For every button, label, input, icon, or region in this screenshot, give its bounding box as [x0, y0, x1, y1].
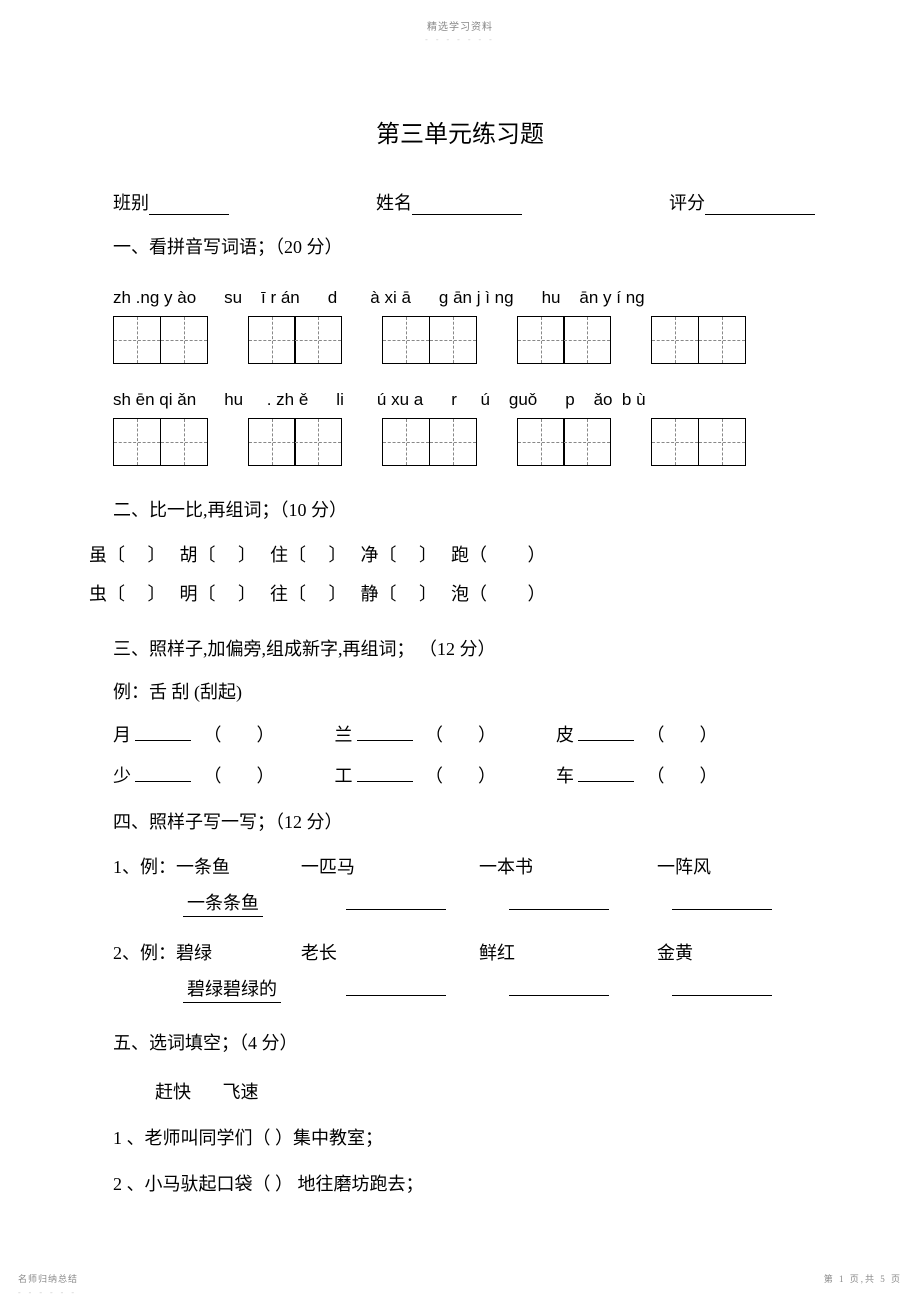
- pinyin: su ī r án: [224, 288, 300, 308]
- boxes-row-1: [85, 316, 835, 364]
- section5-q2: 2 、小马驮起口袋（ ） 地往磨坊跑去；: [85, 1170, 835, 1196]
- pinyin: r ú guǒ: [451, 390, 537, 410]
- ex3-item: 月 （ ）: [113, 721, 275, 748]
- ex4-item: 鲜红: [479, 939, 657, 965]
- footer-left: 名师归纳总结: [18, 1272, 78, 1285]
- box-pair: [517, 316, 612, 364]
- ex4-blank: [346, 889, 509, 917]
- section2-body: 虽〔 〕 胡〔 〕 住〔 〕 净〔 〕 跑（ ） 虫〔 〕 明〔 〕 往〔 〕 …: [85, 536, 835, 615]
- compare-item: 泡（ ）: [451, 575, 546, 615]
- pinyin-row-1: zh .ng y ào su ī r án d à xi ā g ān j ì …: [85, 288, 835, 308]
- footer-right: 第 1 页,共 5 页: [824, 1272, 902, 1285]
- info-fields: 班别 姓名 评分: [85, 189, 835, 215]
- header-text: 精选学习资料: [0, 0, 920, 33]
- box-pair: [248, 418, 343, 466]
- page-title: 第三单元练习题: [85, 114, 835, 149]
- box-pair: [517, 418, 612, 466]
- ex4-item: 一本书: [479, 853, 657, 879]
- ex3-item: 工 （ ）: [335, 761, 497, 788]
- box-pair: [382, 316, 477, 364]
- pinyin: zh .ng y ào: [113, 288, 196, 308]
- pinyin: sh ēn qi ǎn: [113, 390, 196, 410]
- ex3-item: 皮 （ ）: [556, 721, 718, 748]
- section5-q1: 1 、老师叫同学们（ ）集中教室；: [85, 1124, 835, 1150]
- class-field: 班别: [113, 189, 229, 215]
- section3-row1: 月 （ ） 兰 （ ） 皮 （ ）: [85, 721, 835, 748]
- ex3-item: 兰 （ ）: [335, 721, 497, 748]
- ex3-item: 车 （ ）: [556, 761, 718, 788]
- ex4-item: 老长: [301, 939, 479, 965]
- box-pair: [651, 418, 746, 466]
- box-pair: [113, 316, 208, 364]
- section3-example: 例：舌 刮 (刮起): [85, 678, 835, 707]
- section5-words: 赶快 飞速: [85, 1078, 835, 1104]
- box-pair: [113, 418, 208, 466]
- section4-g2-blanks: 碧绿碧绿的: [85, 975, 835, 1003]
- ex4-blank: [509, 889, 672, 917]
- compare-item: 静〔 〕: [361, 575, 438, 615]
- ex4-label: 1、例：一条鱼: [113, 853, 301, 879]
- ex4-blank: [509, 975, 672, 1003]
- section4-heading: 四、照样子写一写；（12 分）: [85, 808, 835, 837]
- ex4-blank: [346, 975, 509, 1003]
- box-pair: [382, 418, 477, 466]
- pinyin-row-2: sh ēn qi ǎn hu . zh ě li ú xu a r ú guǒ …: [85, 390, 835, 410]
- section3-row2: 少 （ ） 工 （ ） 车 （ ）: [85, 761, 835, 788]
- compare-item: 净〔 〕: [361, 536, 438, 576]
- box-pair: [651, 316, 746, 364]
- pinyin: g ān j ì ng: [439, 288, 514, 308]
- compare-item: 虫〔 〕: [89, 575, 166, 615]
- compare-item: 明〔 〕: [180, 575, 257, 615]
- section1-heading: 一、看拼音写词语；（20 分）: [85, 233, 835, 262]
- name-field: 姓名: [376, 189, 522, 215]
- ex4-sample: 碧绿碧绿的: [183, 975, 346, 1003]
- section4-g1-blanks: 一条条鱼: [85, 889, 835, 917]
- section4-g2: 2、例：碧绿 老长 鲜红 金黄: [85, 939, 835, 965]
- section2-heading: 二、比一比,再组词；（10 分）: [85, 496, 835, 522]
- pinyin: li ú xu a: [336, 390, 423, 410]
- header-dots: - - - - - - -: [0, 35, 920, 44]
- page-content: 第三单元练习题 班别 姓名 评分 一、看拼音写词语；（20 分） zh .ng …: [0, 44, 920, 1216]
- ex4-blank: [672, 889, 835, 917]
- ex3-item: 少 （ ）: [113, 761, 275, 788]
- score-field: 评分: [669, 189, 815, 215]
- compare-item: 跑（ ）: [451, 536, 546, 576]
- ex4-label: 2、例：碧绿: [113, 939, 301, 965]
- compare-item: 住〔 〕: [270, 536, 347, 576]
- section4-g1: 1、例：一条鱼 一匹马 一本书 一阵风: [85, 853, 835, 879]
- pinyin: hu . zh ě: [224, 390, 308, 410]
- ex4-item: 一匹马: [301, 853, 479, 879]
- boxes-row-2: [85, 418, 835, 466]
- pinyin: hu ān y í ng: [542, 288, 645, 308]
- ex4-item: 金黄: [657, 939, 835, 965]
- compare-item: 虽〔 〕: [89, 536, 166, 576]
- compare-item: 往〔 〕: [270, 575, 347, 615]
- pinyin: d à xi ā: [328, 288, 411, 308]
- compare-item: 胡〔 〕: [180, 536, 257, 576]
- pinyin: p ǎo b ù: [565, 390, 645, 410]
- box-pair: [248, 316, 343, 364]
- ex4-blank: [672, 975, 835, 1003]
- ex4-sample: 一条条鱼: [183, 889, 346, 917]
- ex4-item: 一阵风: [657, 853, 835, 879]
- section3-heading: 三、照样子,加偏旁,组成新字,再组词； （12 分）: [85, 635, 835, 664]
- section5-heading: 五、选词填空；（4 分）: [85, 1029, 835, 1058]
- footer-dots: - - - - - -: [18, 1288, 77, 1297]
